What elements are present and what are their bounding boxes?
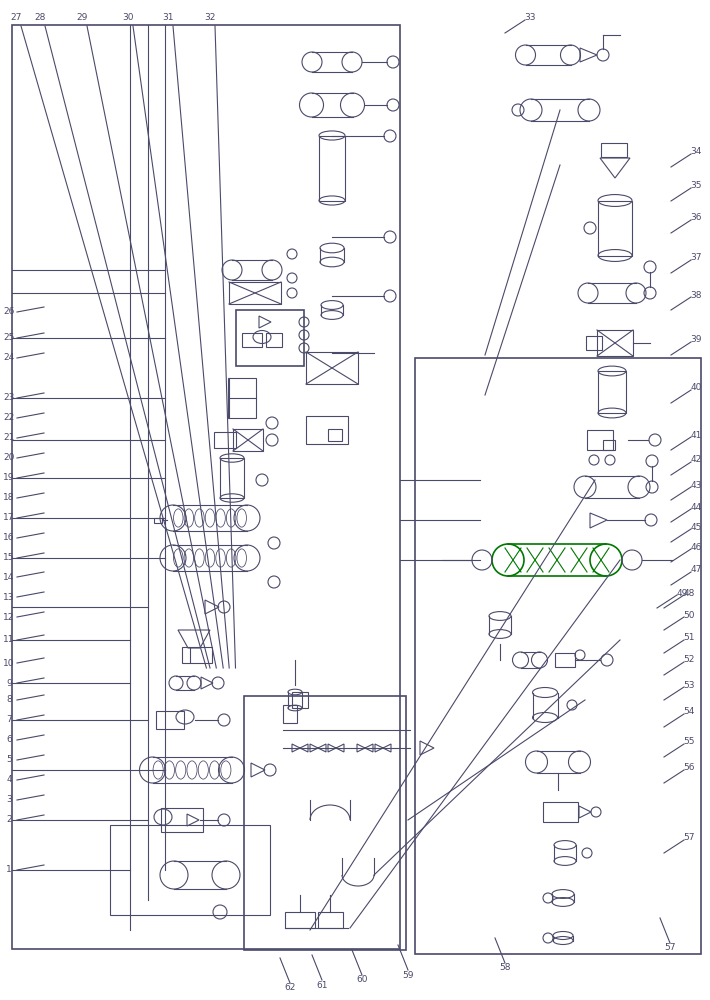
- Bar: [220, 458, 244, 498]
- Text: 31: 31: [163, 13, 174, 22]
- Text: 30: 30: [122, 13, 133, 22]
- Text: 53: 53: [683, 680, 695, 690]
- Text: 42: 42: [690, 456, 701, 464]
- Bar: [156, 711, 184, 729]
- Text: 60: 60: [356, 976, 368, 984]
- Bar: [597, 330, 633, 356]
- Bar: [161, 808, 203, 832]
- Text: 46: 46: [690, 542, 701, 552]
- Text: 8: 8: [6, 696, 12, 704]
- Bar: [182, 647, 212, 663]
- Bar: [598, 371, 626, 413]
- Text: 1: 1: [6, 865, 12, 874]
- Text: 18: 18: [4, 493, 15, 502]
- Text: 22: 22: [4, 414, 15, 422]
- Text: 26: 26: [4, 308, 15, 316]
- Bar: [242, 333, 262, 347]
- Text: 48: 48: [683, 588, 694, 597]
- Text: 5: 5: [6, 756, 12, 764]
- Text: 57: 57: [683, 834, 695, 842]
- Text: 37: 37: [690, 253, 701, 262]
- Bar: [603, 440, 615, 450]
- Text: 61: 61: [316, 980, 328, 990]
- Text: 38: 38: [690, 290, 701, 300]
- Text: 3: 3: [6, 796, 12, 804]
- Text: 24: 24: [4, 354, 15, 362]
- Text: 35: 35: [690, 182, 701, 190]
- Text: 34: 34: [690, 147, 701, 156]
- Text: 56: 56: [683, 764, 695, 772]
- Text: 16: 16: [4, 534, 15, 542]
- Text: 62: 62: [284, 984, 295, 992]
- Bar: [292, 692, 308, 708]
- Text: 32: 32: [204, 13, 216, 22]
- Text: 23: 23: [4, 393, 15, 402]
- Bar: [266, 333, 282, 347]
- Text: 55: 55: [683, 738, 695, 746]
- Text: 44: 44: [690, 502, 701, 512]
- Bar: [228, 378, 256, 418]
- Bar: [244, 696, 406, 950]
- Text: 41: 41: [690, 430, 701, 440]
- Text: 17: 17: [4, 514, 15, 522]
- Text: 47: 47: [690, 566, 701, 574]
- Text: 50: 50: [683, 610, 695, 619]
- Text: 19: 19: [4, 474, 15, 483]
- Text: 49: 49: [677, 588, 688, 597]
- Text: 39: 39: [690, 336, 701, 344]
- Text: 29: 29: [76, 13, 88, 22]
- Text: 59: 59: [403, 970, 414, 980]
- Bar: [306, 352, 358, 384]
- Text: 9: 9: [6, 678, 12, 688]
- Text: 11: 11: [4, 636, 15, 645]
- Bar: [542, 802, 577, 822]
- Bar: [236, 310, 304, 366]
- Bar: [328, 429, 342, 441]
- Text: 6: 6: [6, 736, 12, 744]
- Text: 54: 54: [683, 708, 694, 716]
- Bar: [317, 912, 342, 928]
- Text: 21: 21: [4, 434, 15, 442]
- Bar: [555, 653, 575, 667]
- Text: 40: 40: [690, 383, 701, 392]
- Text: 4: 4: [6, 776, 12, 784]
- Bar: [233, 429, 263, 451]
- Text: 58: 58: [499, 964, 510, 972]
- Bar: [12, 25, 400, 949]
- Bar: [319, 135, 345, 200]
- Text: 36: 36: [690, 214, 701, 223]
- Bar: [283, 705, 297, 723]
- Text: 12: 12: [4, 612, 15, 621]
- Text: 20: 20: [4, 454, 15, 462]
- Bar: [229, 282, 281, 304]
- Text: 7: 7: [6, 716, 12, 724]
- Text: 15: 15: [4, 554, 15, 562]
- Bar: [306, 416, 348, 444]
- Text: 57: 57: [665, 944, 676, 952]
- Text: 52: 52: [683, 656, 694, 664]
- Text: 28: 28: [34, 13, 45, 22]
- Text: 51: 51: [683, 634, 695, 643]
- Text: 33: 33: [524, 13, 536, 22]
- Bar: [285, 912, 315, 928]
- Bar: [587, 430, 613, 450]
- Text: 2: 2: [6, 816, 12, 824]
- Bar: [586, 336, 602, 350]
- Bar: [598, 200, 632, 255]
- Bar: [110, 825, 270, 915]
- Bar: [214, 432, 236, 448]
- Text: 27: 27: [11, 13, 22, 22]
- Text: 14: 14: [4, 572, 15, 582]
- Bar: [415, 358, 701, 954]
- Bar: [154, 518, 162, 522]
- Text: 13: 13: [4, 592, 15, 601]
- Bar: [601, 143, 627, 157]
- Text: 45: 45: [690, 522, 701, 532]
- Text: 43: 43: [690, 481, 701, 489]
- Text: 25: 25: [4, 334, 15, 342]
- Text: 10: 10: [4, 658, 15, 668]
